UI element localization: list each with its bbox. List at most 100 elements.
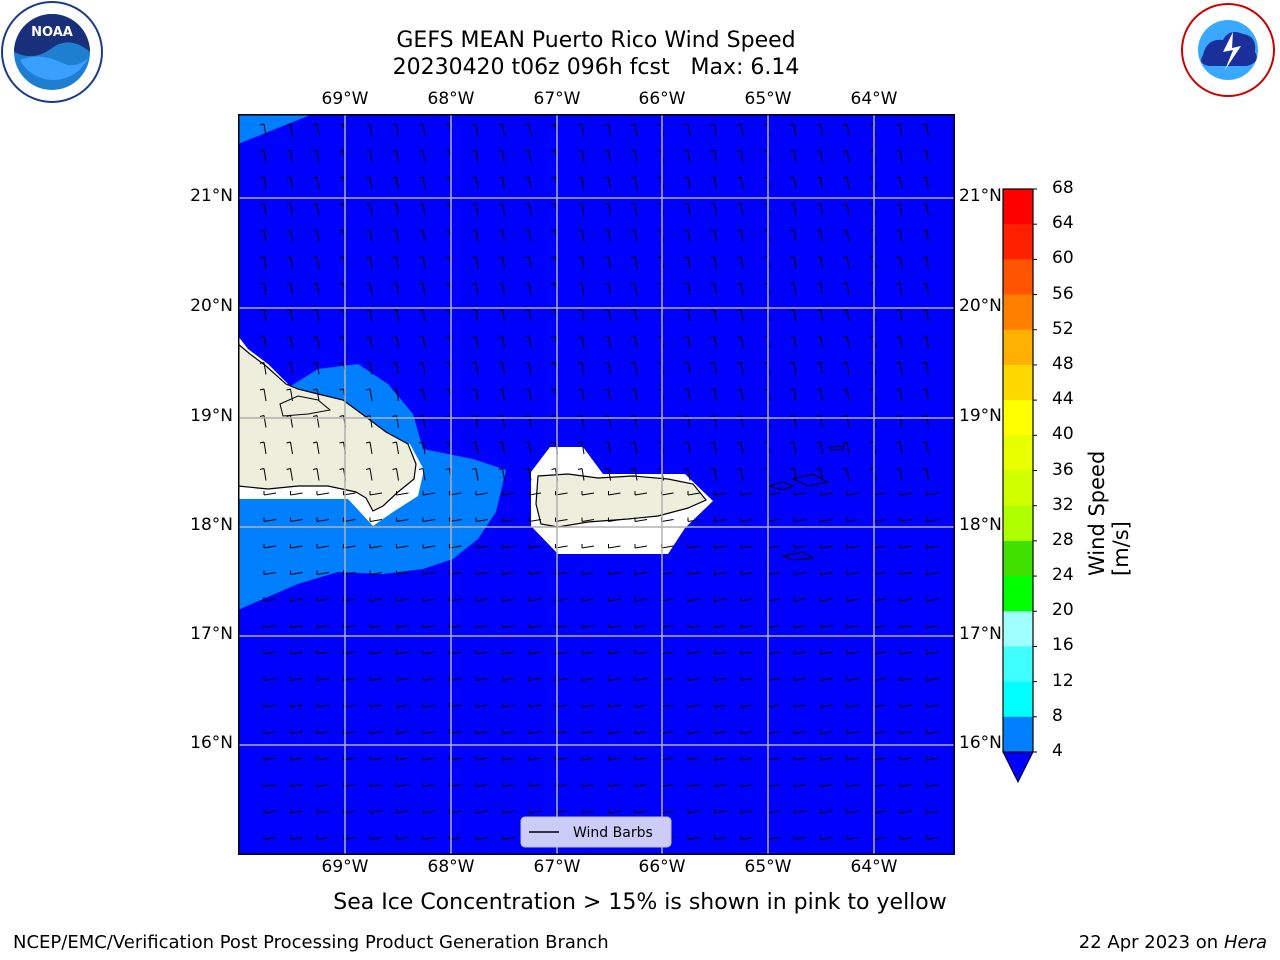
wind-barb: [286, 203, 293, 216]
wind-barb: [846, 809, 860, 814]
colorbar-tick-label: 68: [1052, 178, 1074, 198]
wind-barb: [577, 176, 585, 190]
wind-barb: [899, 623, 913, 628]
wind-barb: [577, 309, 585, 322]
wind-barb: [475, 703, 489, 708]
wind-barb: [922, 362, 929, 375]
colorbar-tick-label: 28: [1052, 529, 1074, 550]
wind-barb: [524, 203, 532, 216]
wind-barb: [418, 256, 426, 269]
lon-label-top-66w: 66°W: [638, 89, 686, 109]
wind-barb: [392, 309, 399, 322]
wind-barb: [630, 335, 638, 349]
wind-barb: [316, 703, 330, 708]
wind-barb: [422, 623, 436, 628]
wind-barb: [577, 335, 585, 349]
wind-barb: [524, 282, 532, 296]
wind-barb: [528, 809, 542, 814]
wind-barb: [816, 256, 823, 269]
wind-barb: [263, 544, 277, 549]
wind-barb: [392, 176, 399, 190]
wind-barb: [422, 544, 436, 549]
wind-barb: [316, 597, 330, 602]
wind-barb: [290, 623, 303, 628]
lat-label-left-19n: 19°N: [190, 406, 233, 426]
wind-barb: [895, 150, 903, 163]
wind-barb: [846, 570, 860, 575]
wind-barb: [820, 676, 833, 681]
wind-barb: [471, 150, 479, 163]
wind-barb: [396, 597, 409, 602]
wind-barb: [365, 229, 373, 243]
wind-barb: [608, 597, 621, 602]
wind-barb: [286, 282, 293, 296]
wind-barb: [714, 623, 727, 628]
wind-barb: [475, 650, 489, 655]
wind-barb: [687, 544, 701, 549]
wind-barb: [581, 676, 595, 681]
wind-barb: [422, 597, 436, 602]
colorbar-tick-label: 20: [1052, 600, 1074, 621]
wind-barb: [263, 782, 277, 787]
colorbar-band: [1003, 576, 1033, 612]
wind-barb: [789, 335, 797, 349]
wind-barb: [687, 517, 701, 522]
wind-barb: [286, 150, 293, 163]
wind-barb: [316, 756, 330, 761]
wind-barb: [581, 650, 595, 655]
wind-barb: [687, 809, 701, 814]
wind-barb: [604, 256, 611, 269]
wind-barb: [418, 362, 426, 375]
lat-label-left-17n: 17°N: [190, 624, 233, 644]
wind-barb: [577, 441, 585, 455]
wind-barb: [604, 203, 611, 216]
wind-barb: [259, 335, 267, 349]
wind-barb: [418, 441, 426, 455]
wind-barb: [392, 388, 399, 402]
wind-barb: [634, 729, 648, 734]
wind-barb: [286, 256, 293, 269]
wind-barb: [369, 756, 383, 761]
wind-barb: [396, 703, 409, 708]
wind-barb: [259, 441, 267, 455]
wind-barb: [498, 256, 505, 269]
wind-barb: [524, 256, 532, 269]
wind-barb: [895, 123, 903, 137]
wind-barb: [846, 756, 860, 761]
wind-barb: [846, 703, 860, 708]
wind-barb: [608, 650, 621, 655]
wind-barb: [577, 282, 585, 296]
wind-barb: [683, 441, 691, 455]
wind-barb: [630, 468, 638, 481]
wind-barb: [922, 468, 929, 481]
wind-barb: [422, 491, 436, 496]
wind-barb: [789, 441, 797, 455]
wind-barb: [899, 809, 913, 814]
lon-label-bottom-66w: 66°W: [638, 857, 686, 877]
wind-barb: [524, 468, 532, 481]
wind-barb: [524, 309, 532, 322]
wind-barb: [789, 229, 797, 243]
wind-barb: [475, 517, 489, 522]
wind-barb: [418, 309, 426, 322]
wind-barb: [369, 676, 383, 681]
wind-barb: [263, 809, 277, 814]
wind-barb: [683, 150, 691, 163]
wind-barb: [608, 544, 621, 549]
wind-barb: [286, 123, 293, 137]
wind-barb: [926, 597, 939, 602]
colorbar-tick-label: 64: [1052, 213, 1074, 234]
wind-barb: [630, 441, 638, 455]
wind-barb: [422, 782, 436, 787]
wind-barb: [290, 756, 303, 761]
wind-barb: [581, 570, 595, 575]
lon-label-bottom-65w: 65°W: [744, 857, 792, 877]
wind-barb: [926, 650, 939, 655]
wind-barb: [259, 468, 267, 481]
wind-barb: [842, 229, 850, 243]
wind-barb: [581, 703, 595, 708]
wind-barb: [740, 491, 754, 496]
wind-barb: [820, 491, 833, 496]
lon-label-top-69w: 69°W: [321, 89, 369, 109]
wind-barb: [820, 703, 833, 708]
